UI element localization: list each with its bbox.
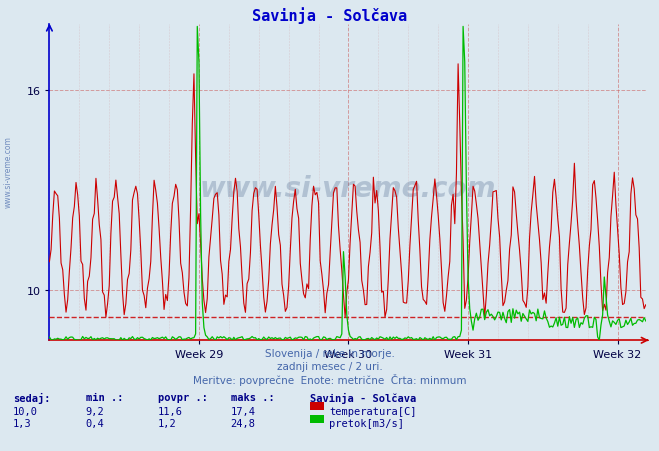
Text: 17,4: 17,4 bbox=[231, 406, 256, 416]
Text: zadnji mesec / 2 uri.: zadnji mesec / 2 uri. bbox=[277, 361, 382, 371]
Text: www.si-vreme.com: www.si-vreme.com bbox=[3, 135, 13, 207]
Text: 1,2: 1,2 bbox=[158, 419, 177, 428]
Text: pretok[m3/s]: pretok[m3/s] bbox=[330, 419, 405, 428]
Text: sedaj:: sedaj: bbox=[13, 392, 51, 403]
Text: Slovenija / reke in morje.: Slovenija / reke in morje. bbox=[264, 348, 395, 358]
Text: 9,2: 9,2 bbox=[86, 406, 104, 416]
Text: www.si-vreme.com: www.si-vreme.com bbox=[200, 175, 496, 203]
Text: Savinja - Solčava: Savinja - Solčava bbox=[310, 392, 416, 403]
Text: 24,8: 24,8 bbox=[231, 419, 256, 428]
Text: 11,6: 11,6 bbox=[158, 406, 183, 416]
Text: povpr .:: povpr .: bbox=[158, 392, 208, 402]
Text: min .:: min .: bbox=[86, 392, 123, 402]
Text: 10,0: 10,0 bbox=[13, 406, 38, 416]
Text: temperatura[C]: temperatura[C] bbox=[330, 406, 417, 416]
Text: 1,3: 1,3 bbox=[13, 419, 32, 428]
Text: Savinja - Solčava: Savinja - Solčava bbox=[252, 7, 407, 24]
Text: maks .:: maks .: bbox=[231, 392, 274, 402]
Text: 0,4: 0,4 bbox=[86, 419, 104, 428]
Text: Meritve: povprečne  Enote: metrične  Črta: minmum: Meritve: povprečne Enote: metrične Črta:… bbox=[192, 373, 467, 386]
